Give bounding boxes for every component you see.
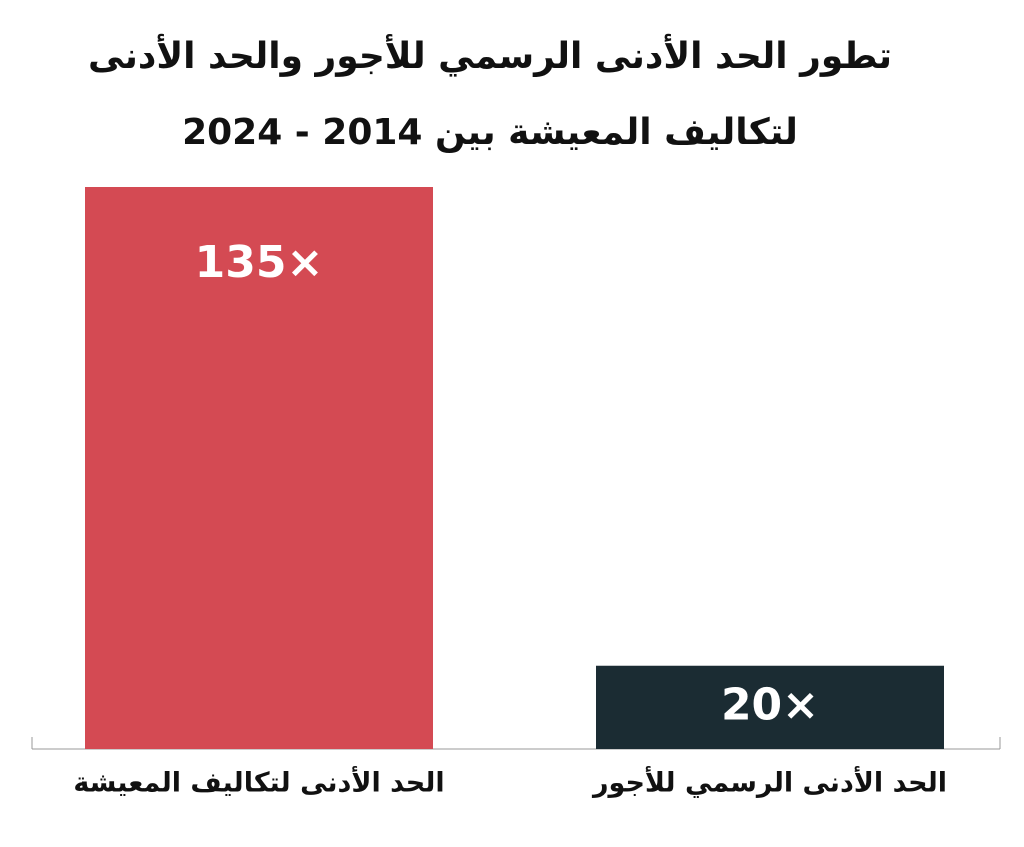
value-label: 135× — [195, 237, 324, 288]
value-label: 20× — [721, 679, 819, 730]
bar — [596, 665, 944, 749]
bar — [85, 187, 433, 749]
x-tick-label: الحد الأدنى لتكاليف المعيشة — [73, 766, 444, 799]
chart-title: لتكاليف المعيشة بين 2014 - 2024 — [182, 112, 798, 153]
x-tick-label: الحد الأدنى الرسمي للأجور — [591, 766, 947, 799]
chart-title: تطور الحد الأدنى الرسمي للأجور والحد الأ… — [88, 33, 892, 77]
